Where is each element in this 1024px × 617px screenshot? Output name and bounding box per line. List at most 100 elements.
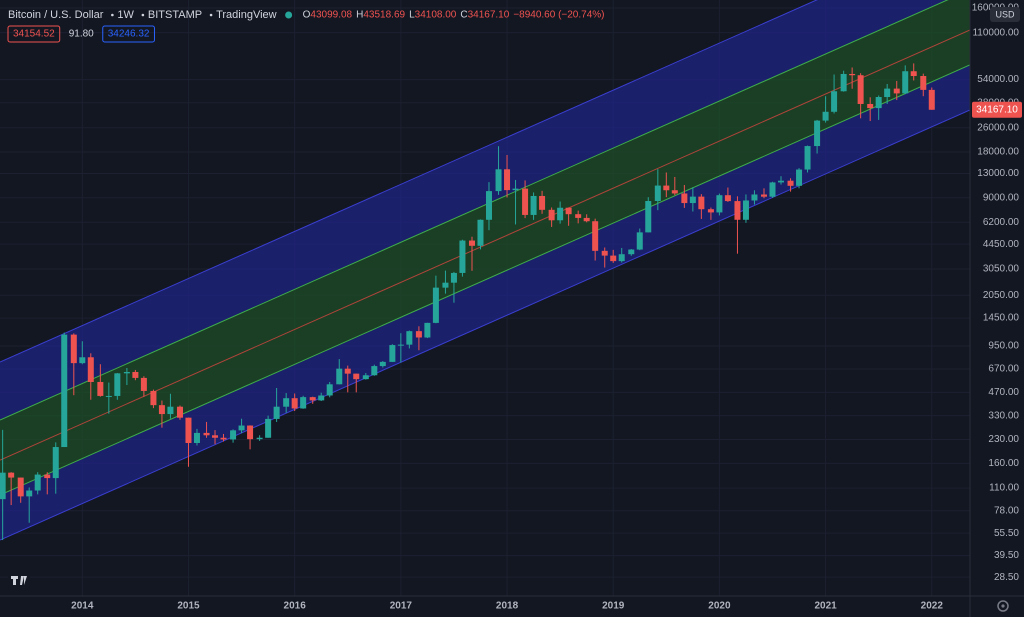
candle-body: [362, 375, 369, 380]
candle-body: [79, 357, 86, 364]
candle-body: [477, 219, 484, 246]
candle-body: [485, 191, 492, 220]
candle-body: [920, 76, 927, 90]
candle-body: [804, 146, 811, 170]
plot-area: [0, 0, 970, 596]
candle-body: [389, 345, 396, 362]
indicator-value: 34154.52: [13, 29, 55, 40]
ohlc-value: 34167.10: [468, 10, 510, 21]
candle-body: [17, 477, 24, 497]
candle-body: [61, 334, 68, 448]
candle-body: [230, 430, 237, 440]
candle-body: [326, 384, 333, 396]
candle-body: [283, 398, 290, 407]
x-tick-label: 2018: [496, 601, 519, 612]
legend-header: Bitcoin / U.S. Dollar 1W BITSTAMP TradingVi…: [7, 9, 605, 43]
candle-body: [185, 417, 192, 443]
symbol-source: TradingView: [216, 9, 277, 21]
candle-body: [530, 195, 537, 215]
x-tick-label: 2022: [921, 601, 944, 612]
candle-body: [193, 432, 200, 443]
indicator-value: 91.80: [69, 29, 94, 40]
candle-body: [459, 240, 466, 273]
candle-body: [539, 195, 546, 210]
indicator-box: [102, 25, 155, 43]
candle-body: [618, 254, 625, 262]
candle-body: [902, 71, 909, 94]
separator: [111, 13, 114, 17]
candle-body: [583, 217, 590, 222]
indicator-value: 34246.32: [108, 29, 150, 40]
candle-body: [238, 425, 245, 431]
currency-button[interactable]: [990, 7, 1020, 22]
candle-body: [397, 344, 404, 346]
y-tick-label: 1450.00: [983, 313, 1020, 324]
candle-body: [761, 194, 768, 197]
y-tick-label: 110.00: [989, 483, 1019, 494]
tradingview-logo[interactable]: [8, 570, 30, 590]
candle-body: [415, 331, 422, 338]
candle-body: [26, 490, 33, 497]
candle-body: [442, 282, 449, 288]
candle-body: [867, 103, 874, 109]
candle-body: [140, 377, 147, 391]
candle-body: [176, 406, 183, 418]
candle-body: [707, 209, 714, 213]
settings-button[interactable]: [997, 600, 1009, 612]
axes: 28.50 39.50 55.50 78.00 110.00 160.00 230.00 33…: [71, 3, 1022, 612]
x-tick-label: 2015: [177, 601, 200, 612]
candle-body: [114, 373, 121, 396]
candle-body: [424, 322, 431, 338]
y-tick-label: 470.00: [988, 387, 1019, 398]
y-tick-label: 6200.00: [983, 217, 1020, 228]
band-line: [0, 0, 818, 363]
band-line: [0, 109, 970, 541]
ohlc-value: 34108.00: [415, 10, 457, 21]
candle-body: [592, 221, 599, 251]
candle-body: [265, 418, 272, 438]
candle-body: [689, 196, 696, 204]
candle-body: [87, 357, 94, 382]
last-price-tag: [972, 101, 1022, 118]
candle-body: [8, 472, 15, 478]
candle-body: [52, 447, 59, 479]
candle-body: [123, 371, 130, 374]
y-tick-label: 55.50: [994, 528, 1019, 539]
candle-body: [777, 180, 784, 183]
candle-body: [928, 89, 935, 110]
x-tick-label: 2019: [602, 601, 625, 612]
candle-body: [548, 209, 555, 221]
candle-body: [309, 397, 316, 401]
candle-body: [742, 200, 749, 220]
candle-body: [857, 75, 864, 104]
price-change: −8940.60 (−20.74%): [513, 10, 604, 21]
y-tick-label: 230.00: [988, 434, 1019, 445]
candle-body: [97, 381, 104, 396]
band-fill: [0, 29, 970, 496]
candle-body: [822, 111, 829, 121]
candle-body: [654, 185, 661, 202]
candle-body: [504, 169, 511, 191]
candle-body: [849, 73, 856, 76]
y-tick-label: 670.00: [988, 364, 1019, 375]
candle-body: [610, 255, 617, 262]
market-status[interactable]: [285, 11, 293, 19]
candle-body: [512, 188, 519, 191]
ohlc-key: O: [303, 10, 311, 21]
candle-body: [575, 214, 582, 218]
candle-body: [814, 120, 821, 147]
candle-body: [450, 272, 457, 283]
candle-body: [105, 395, 112, 397]
candle-body: [300, 397, 307, 409]
x-tick-label: 2021: [814, 601, 837, 612]
candle-body: [796, 169, 803, 186]
y-tick-label: 110000.00: [972, 27, 1019, 38]
band-line: [0, 0, 949, 421]
candle-body: [751, 194, 758, 201]
last-price-label: 34167.10: [976, 104, 1018, 115]
candle-body: [406, 331, 413, 345]
candle-body: [379, 361, 386, 367]
candle-body: [468, 240, 475, 246]
candle-body: [256, 437, 263, 440]
candle-body: [247, 425, 254, 440]
